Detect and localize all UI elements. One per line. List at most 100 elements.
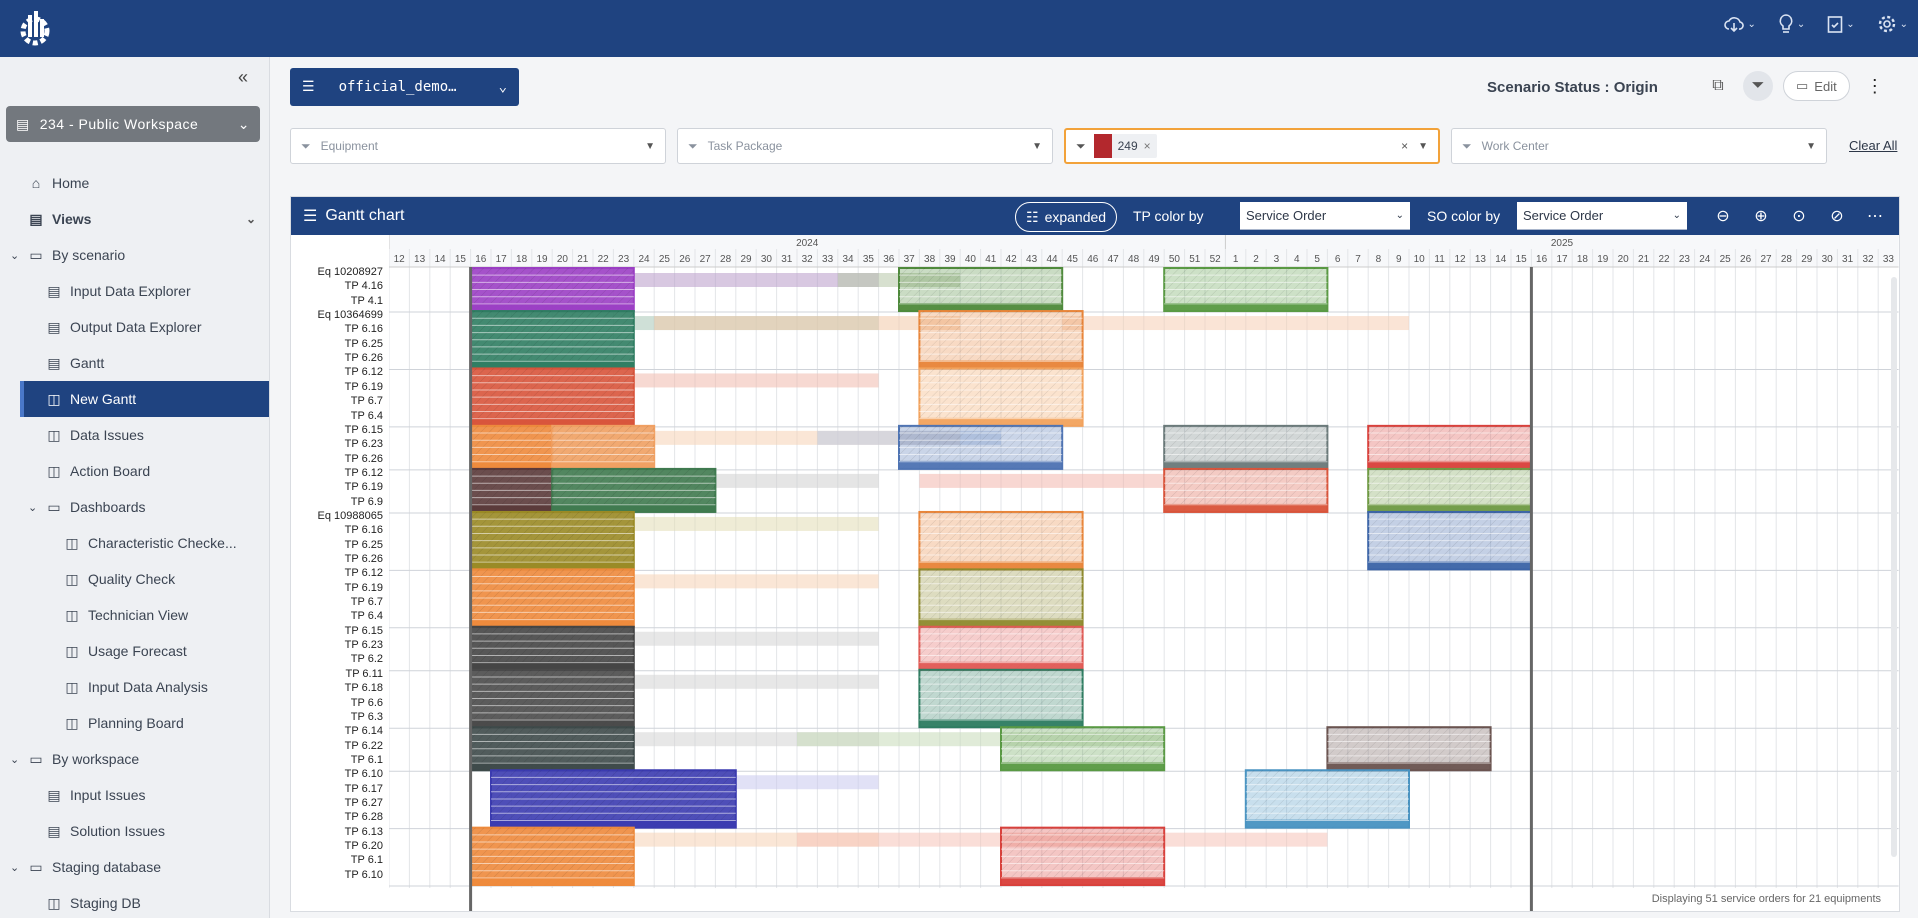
week-label: 39 [944, 254, 956, 265]
layers-icon: ▤ [29, 210, 43, 227]
folder-icon: ▭ [29, 858, 43, 875]
week-label: 32 [1862, 254, 1874, 265]
row-label: TP 6.17 [344, 782, 383, 795]
color-swatch [1093, 134, 1112, 158]
sidebar-item-input-data-analysis[interactable]: ◫ Input Data Analysis [0, 669, 269, 705]
sidebar-item-staging-db[interactable]: ◫ Staging DB [0, 885, 269, 918]
sidebar-item-label: Quality Check [88, 571, 176, 587]
sidebar-item-home[interactable]: ⌂ Home [0, 165, 269, 201]
sidebar-item-output-data-explorer[interactable]: ▤ Output Data Explorer [0, 309, 269, 345]
gear-icon[interactable]: ⌄ [1877, 14, 1908, 34]
zoom-out-icon[interactable]: ⊖ [1716, 208, 1730, 225]
row-label: TP 6.25 [344, 337, 383, 350]
gantt-footer: Displaying 51 service orders for 21 equi… [1651, 893, 1881, 905]
more-horizontal-icon[interactable]: ⋯ [1867, 208, 1883, 225]
gantt-bar-footer [552, 460, 655, 469]
gantt-chart-area[interactable]: 2024 2025 12 13 14 15 16 17 18 19 20 21 22 23 24 25 26 27… [389, 235, 1901, 911]
row-label: TP 6.23 [344, 438, 383, 451]
row-label: TP 6.19 [344, 481, 383, 494]
chip-remove-icon[interactable]: × [1143, 139, 1151, 153]
clipboard-check-icon[interactable]: ⌄ [1827, 14, 1855, 34]
gantt-bar-footer [1001, 877, 1165, 886]
more-vertical-icon[interactable]: ⋮ [1865, 75, 1884, 96]
clear-all-link[interactable]: Clear All [1849, 138, 1898, 153]
week-label: 22 [1658, 254, 1670, 265]
task-package-filter[interactable]: ⏷ Task Package ▼ [677, 128, 1053, 164]
tree-toggle-icon[interactable]: ⌄ [10, 861, 20, 874]
ghost-bar [1062, 316, 1409, 331]
week-label: 23 [618, 254, 630, 265]
week-label: 6 [1335, 254, 1341, 265]
week-label: 35 [863, 254, 875, 265]
work-center-filter[interactable]: ⏷ Work Center ▼ [1451, 128, 1827, 164]
tree-toggle-icon[interactable]: ⌄ [10, 249, 20, 262]
sidebar-item-label: Technician View [88, 607, 189, 623]
equipment-filter[interactable]: ⏷ Equipment ▼ [290, 128, 666, 164]
chevron-down-icon: ⌄ [498, 79, 507, 95]
sidebar-item-data-issues[interactable]: ◫ Data Issues [0, 417, 269, 453]
gear-chart-logo[interactable] [18, 7, 52, 49]
scenario-selector[interactable]: ☰ official_demo… ⌄ [290, 68, 519, 106]
service-order-filter[interactable]: ⏷ 249 × × ▼ [1064, 128, 1440, 164]
main-area: ☰ official_demo… ⌄ Scenario Status : Ori… [271, 57, 1918, 918]
edit-button[interactable]: ▭ Edit [1783, 71, 1850, 101]
so-color-select[interactable]: Service Order ⌄ [1517, 202, 1687, 230]
zoom-fit-icon[interactable]: ⊙ [1792, 208, 1806, 225]
table-icon: ▤ [47, 282, 61, 299]
week-label: 3 [1274, 254, 1280, 265]
chevron-down-icon: ⌄ [1672, 210, 1681, 221]
ghost-bar [633, 273, 879, 287]
week-label: 29 [1801, 254, 1813, 265]
expanded-label: expanded [1044, 209, 1107, 225]
tree-toggle-icon[interactable]: ⌄ [28, 501, 38, 514]
lightbulb-icon[interactable]: ⌄ [1778, 14, 1805, 34]
workspace-selector[interactable]: ▤ 234 - Public Workspace ⌄ [6, 106, 260, 142]
sidebar-item-usage-forecast[interactable]: ◫ Usage Forecast [0, 633, 269, 669]
sidebar-item-characteristic-checke[interactable]: ◫ Characteristic Checke... [0, 525, 269, 561]
tp-color-select[interactable]: Service Order ⌄ [1240, 202, 1410, 230]
cloud-download-icon[interactable]: ⌄ [1724, 14, 1756, 34]
week-label: 41 [985, 254, 997, 265]
week-label: 20 [557, 254, 569, 265]
tree-toggle-icon[interactable]: ⌄ [10, 753, 20, 766]
sidebar-item-solution-issues[interactable]: ▤ Solution Issues [0, 813, 269, 849]
chevron-down-icon: ⌄ [237, 115, 250, 132]
week-label: 18 [516, 254, 528, 265]
nav-list: ⌂ Home ▤ Views ⌄ ⌄ ▭ By scenario ▤ Input Data Exp… [0, 165, 269, 918]
row-label: TP 4.1 [350, 294, 383, 307]
sidebar-item-label: Staging database [52, 859, 161, 875]
chevron-down-icon[interactable]: ⌄ [245, 212, 256, 226]
tp-color-label: TP color by [1133, 208, 1204, 224]
filter-icon[interactable]: ⏷ [1743, 71, 1773, 101]
collapse-sidebar-icon[interactable]: « [238, 67, 249, 87]
copy-icon[interactable]: ⧉ [1712, 77, 1724, 94]
week-label: 29 [740, 254, 752, 265]
sidebar-item-new-gantt[interactable]: ◫ New Gantt [20, 381, 269, 417]
sidebar-item-technician-view[interactable]: ◫ Technician View [0, 597, 269, 633]
gantt-bar-footer [1001, 762, 1165, 771]
sidebar-item-views[interactable]: ▤ Views ⌄ [0, 201, 269, 237]
zoom-reset-icon[interactable]: ⊘ [1830, 208, 1844, 225]
sidebar-item-gantt[interactable]: ▤ Gantt [0, 345, 269, 381]
vertical-scrollbar[interactable] [1891, 277, 1897, 857]
row-label: TP 6.12 [344, 567, 383, 580]
table-icon: ▤ [47, 786, 61, 803]
week-label: 45 [1067, 254, 1079, 265]
sidebar-item-by-scenario[interactable]: ⌄ ▭ By scenario [0, 237, 269, 273]
week-label: 15 [455, 254, 467, 265]
workspace-icon: ▤ [16, 115, 30, 132]
zoom-in-icon[interactable]: ⊕ [1754, 208, 1768, 225]
sidebar-item-action-board[interactable]: ◫ Action Board [0, 453, 269, 489]
sidebar-item-by-workspace[interactable]: ⌄ ▭ By workspace [0, 741, 269, 777]
sidebar-item-planning-board[interactable]: ◫ Planning Board [0, 705, 269, 741]
clear-filter-icon[interactable]: × [1401, 139, 1409, 153]
sidebar-item-dashboards[interactable]: ⌄ ▭ Dashboards [0, 489, 269, 525]
gantt-header: ☰ Gantt chart ☷ expanded TP color by Serv… [291, 197, 1899, 235]
expanded-toggle[interactable]: ☷ expanded [1015, 202, 1118, 232]
sidebar-item-input-issues[interactable]: ▤ Input Issues [0, 777, 269, 813]
week-label: 18 [1577, 254, 1589, 265]
sidebar-item-quality-check[interactable]: ◫ Quality Check [0, 561, 269, 597]
sidebar-item-input-data-explorer[interactable]: ▤ Input Data Explorer [0, 273, 269, 309]
sidebar-item-staging-database[interactable]: ⌄ ▭ Staging database [0, 849, 269, 885]
